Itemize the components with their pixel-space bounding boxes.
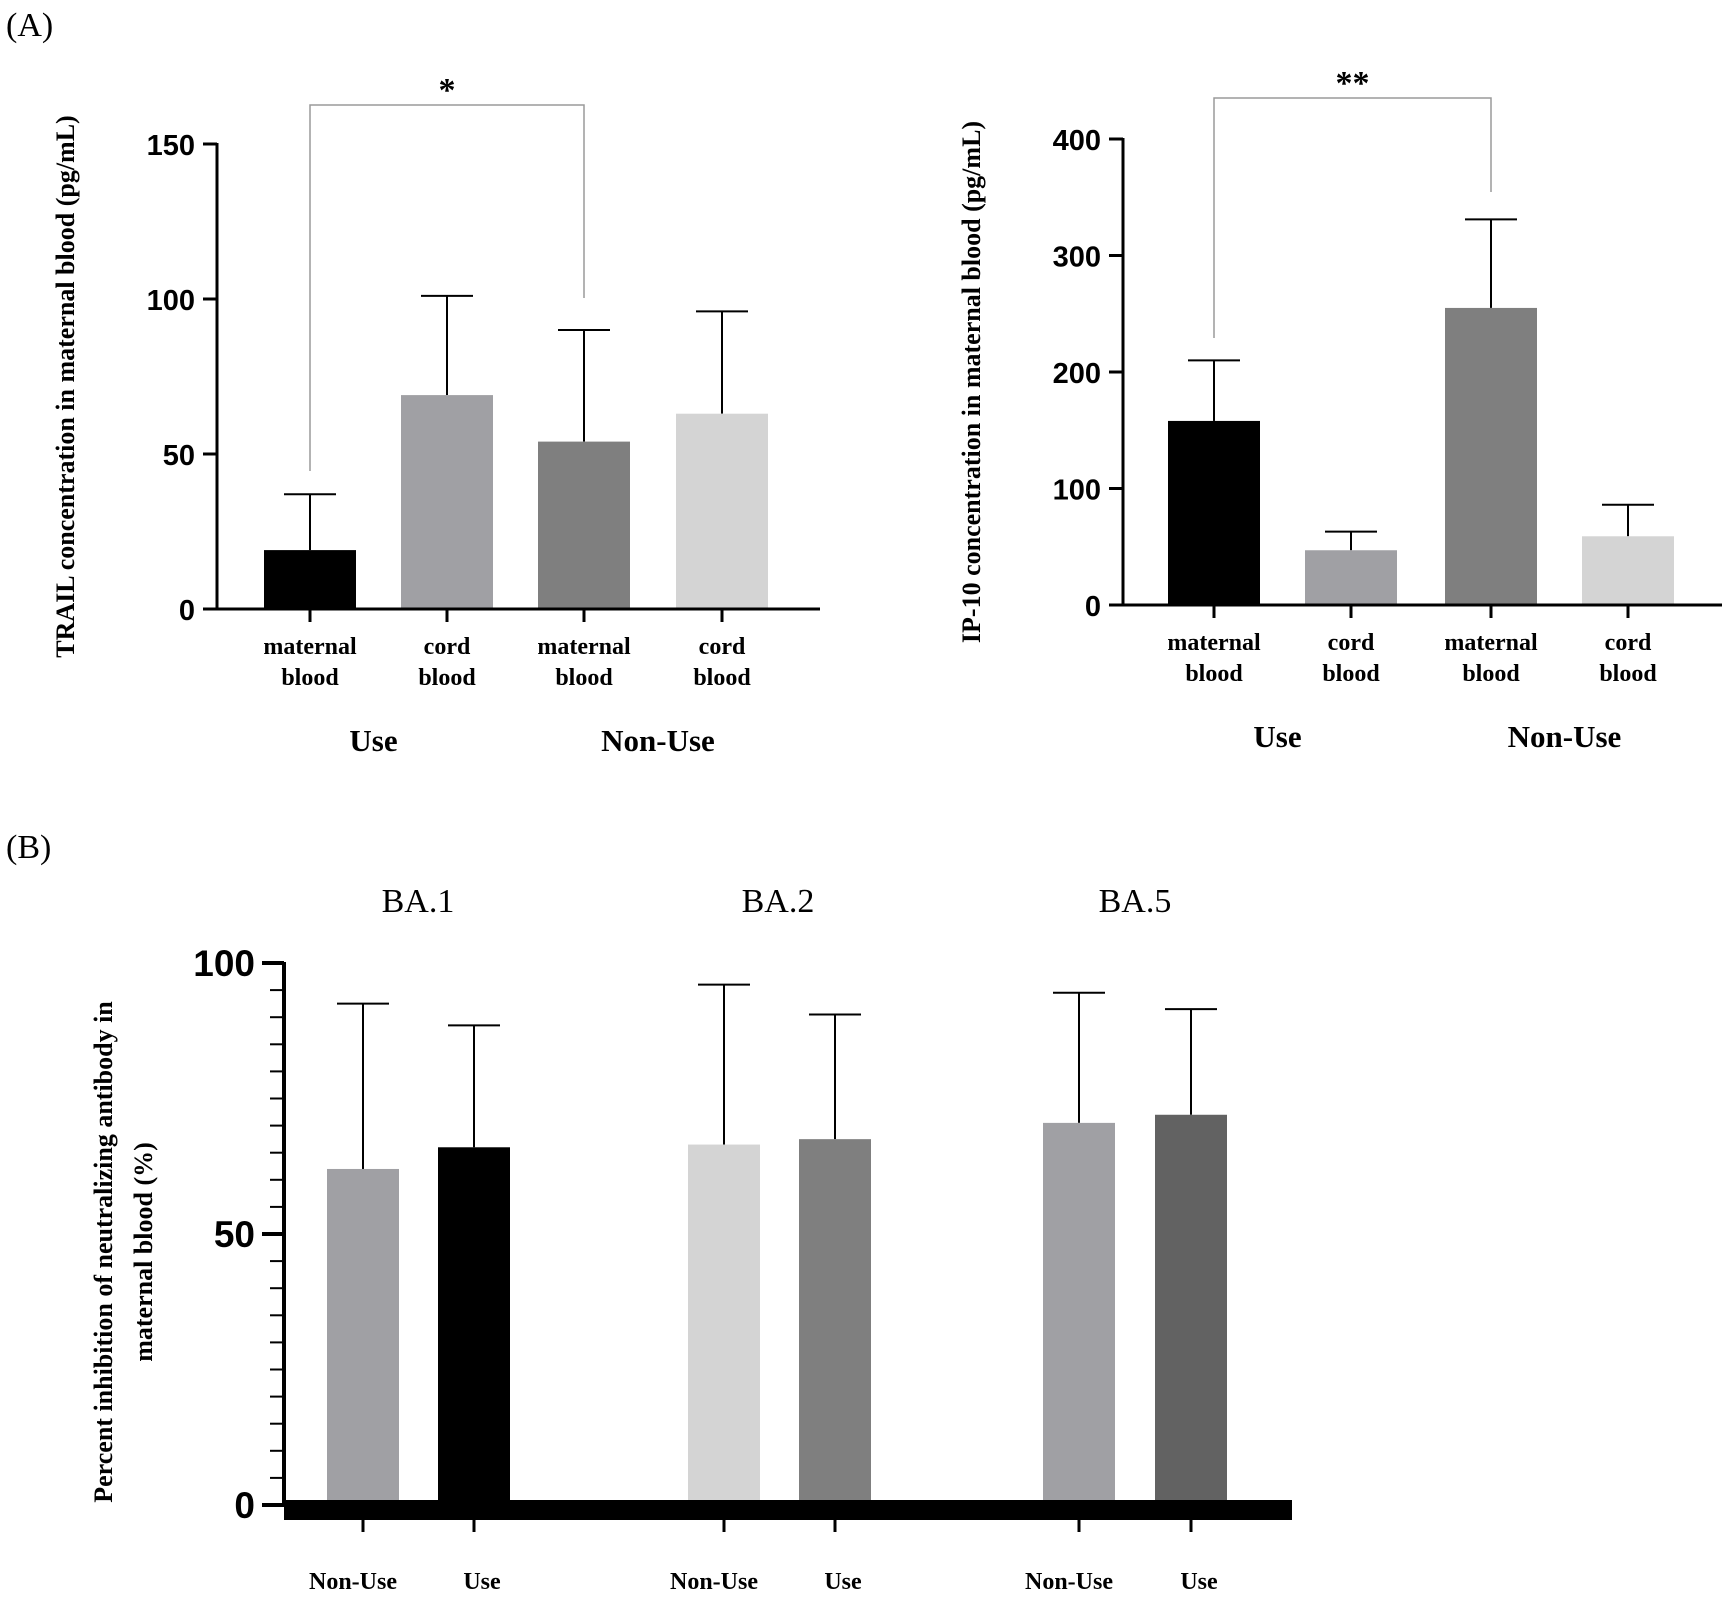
group-label: Non-Use	[1508, 719, 1622, 754]
y-axis-label-line: Percent inhibition of neutralizing antib…	[89, 1001, 118, 1503]
group-label: Use	[1253, 719, 1301, 754]
series-label: Use	[824, 1569, 862, 1595]
category-label: cord	[699, 634, 746, 660]
bar	[1168, 420, 1260, 605]
y-axis-label-line: maternal blood (%)	[129, 1142, 158, 1362]
y-tick-label: 0	[179, 595, 195, 627]
ip10-chart: 0 100 200 300 400 IP-10 concentration in mate…	[957, 65, 1722, 754]
category-label: cord	[1328, 630, 1375, 656]
category-label: maternal	[263, 634, 357, 660]
bar	[1155, 1114, 1227, 1505]
panel-b-label: (B)	[6, 829, 51, 866]
category-label: cord	[1605, 630, 1652, 656]
bar	[676, 413, 768, 609]
y-tick-label: 150	[147, 130, 195, 162]
category-label: blood	[1462, 661, 1520, 687]
y-tick-label: 50	[163, 440, 195, 472]
bar	[327, 1168, 399, 1505]
y-tick-label: 200	[1053, 358, 1101, 390]
variant-title: BA.2	[742, 883, 815, 920]
series-label: Non-Use	[309, 1569, 397, 1595]
category-label: blood	[555, 665, 613, 691]
variant-title: BA.1	[382, 883, 455, 920]
significance-bracket	[1213, 97, 1492, 338]
variant-title: BA.5	[1099, 883, 1172, 920]
bar	[1445, 307, 1537, 605]
category-label: blood	[1599, 661, 1657, 687]
bar	[401, 395, 493, 609]
y-tick-label: 100	[147, 285, 195, 317]
y-tick-label: 300	[1053, 242, 1101, 274]
category-label: cord	[424, 634, 471, 660]
category-label: maternal	[1167, 630, 1261, 656]
bar	[264, 550, 356, 609]
series-label: Use	[463, 1569, 501, 1595]
category-label: blood	[1322, 661, 1380, 687]
bar	[438, 1147, 510, 1505]
panel-a-label: (A)	[6, 7, 53, 44]
bar	[1582, 536, 1674, 605]
neutralizing-antibody-chart: 0 50 100 Percent inhibition of neutralizing…	[89, 883, 1292, 1595]
category-label: blood	[281, 665, 339, 691]
significance-bracket	[309, 104, 585, 471]
series-label: Non-Use	[1025, 1569, 1113, 1595]
bar	[1043, 1122, 1115, 1505]
y-axis-label: TRAIL concentration in maternal blood (p…	[51, 115, 80, 657]
y-tick-label: 50	[214, 1214, 255, 1255]
group-label: Use	[349, 723, 397, 758]
x-axis	[284, 1500, 1292, 1520]
y-tick-label: 400	[1053, 125, 1101, 157]
y-tick-label: 100	[1053, 475, 1101, 507]
series-label: Use	[1180, 1569, 1218, 1595]
series-label: Non-Use	[670, 1569, 758, 1595]
y-tick-label: 100	[193, 943, 255, 984]
trail-chart: 0 50 100 150 TRAIL concentration in maternal…	[51, 72, 820, 758]
bar	[799, 1139, 871, 1505]
category-label: maternal	[537, 634, 631, 660]
y-tick-label: 0	[234, 1485, 255, 1526]
category-label: blood	[1185, 661, 1243, 687]
category-label: blood	[693, 665, 751, 691]
category-label: maternal	[1444, 630, 1538, 656]
bar	[1305, 550, 1397, 605]
significance-marker: *	[439, 72, 456, 109]
bar	[688, 1144, 760, 1505]
bar	[538, 441, 630, 609]
category-label: blood	[418, 665, 476, 691]
group-label: Non-Use	[601, 723, 715, 758]
y-tick-label: 0	[1085, 591, 1101, 623]
significance-marker: **	[1336, 65, 1370, 102]
y-axis-label: IP-10 concentration in maternal blood (p…	[957, 121, 986, 643]
